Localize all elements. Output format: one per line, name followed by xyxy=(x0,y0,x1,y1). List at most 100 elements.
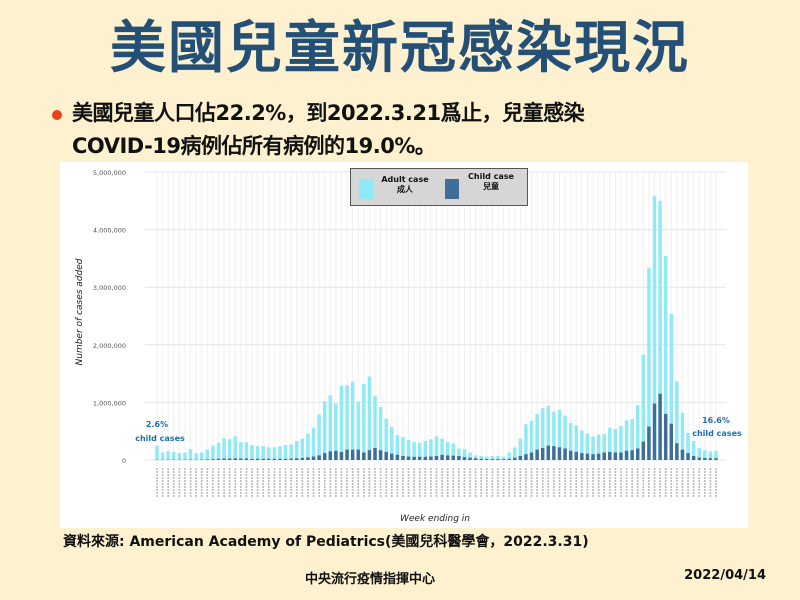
x-axis-title: Week ending in xyxy=(400,514,470,524)
bar-child-case xyxy=(451,455,456,460)
bar-adult-case xyxy=(423,440,428,460)
bar-child-case xyxy=(557,447,562,460)
bar-adult-case xyxy=(406,439,411,460)
bar-adult-case xyxy=(557,409,562,460)
bar-adult-case xyxy=(395,435,400,460)
bar-child-case xyxy=(507,458,511,460)
bar-child-case xyxy=(501,459,506,460)
bar-child-case xyxy=(295,458,299,460)
bar-adult-case xyxy=(563,415,567,460)
bar-adult-case xyxy=(647,268,651,460)
bar-adult-case xyxy=(378,407,383,460)
bar-adult-case xyxy=(401,436,405,460)
bar-child-case xyxy=(457,455,461,460)
bar-adult-case xyxy=(429,439,433,460)
bar-adult-case xyxy=(188,449,193,460)
bar-child-case xyxy=(468,457,472,460)
bar-adult-case xyxy=(261,446,265,460)
y-tick-label: 0 xyxy=(122,457,126,465)
bar-child-case xyxy=(406,456,411,460)
legend-label-child: Child case 兒童 xyxy=(461,172,521,192)
legend-child-zh: 兒童 xyxy=(483,182,499,191)
bar-adult-case xyxy=(160,452,165,460)
bar-adult-case xyxy=(697,447,701,460)
y-tick-label: 3,000,000 xyxy=(93,284,126,292)
bar-chart: 0 1,000,000 2,000,000 3,000,000 4,000,000 5,0… xyxy=(75,169,742,524)
bar-child-case xyxy=(658,393,662,460)
bar-adult-case xyxy=(714,450,718,460)
bar-child-case xyxy=(669,423,674,460)
bar-adult-case xyxy=(652,196,657,460)
bar-adult-case xyxy=(233,436,237,460)
bar-adult-case xyxy=(211,445,215,460)
bar-adult-case xyxy=(339,385,344,460)
bar-child-case xyxy=(250,458,254,460)
bar-adult-case xyxy=(300,438,305,460)
bar-adult-case xyxy=(194,453,198,460)
legend-child-en: Child case xyxy=(468,172,514,181)
bar-child-case xyxy=(485,459,489,460)
bar-child-case xyxy=(479,458,483,460)
bar-child-case xyxy=(652,403,657,460)
bar-child-case xyxy=(630,450,634,460)
bar-child-case xyxy=(334,450,338,460)
bar-child-case xyxy=(233,458,237,460)
bullet-text-line2: COVID-19病例佔所有病例的19.0%。 xyxy=(72,134,436,158)
bar-child-case xyxy=(373,447,377,460)
bar-child-case xyxy=(390,453,394,460)
bar-adult-case xyxy=(485,456,489,460)
bar-child-case xyxy=(636,448,640,460)
bar-child-case xyxy=(395,454,400,460)
bar-adult-case xyxy=(468,452,472,460)
bar-adult-case xyxy=(691,440,696,460)
bar-child-case xyxy=(703,457,707,460)
bar-child-case xyxy=(328,451,333,460)
bar-adult-case xyxy=(311,427,316,460)
bar-child-case xyxy=(367,450,372,460)
bar-child-case xyxy=(205,459,210,460)
annotation-end-pct: 16.6% xyxy=(702,416,730,425)
bar-child-case xyxy=(591,454,595,460)
bar-child-case xyxy=(574,451,578,460)
bar-child-case xyxy=(624,450,629,460)
bar-child-case xyxy=(552,446,556,460)
bar-child-case xyxy=(384,451,388,460)
bar-child-case xyxy=(339,451,344,460)
footer-date: 2022/04/14 xyxy=(684,568,766,583)
bar-adult-case xyxy=(473,455,478,460)
bar-adult-case xyxy=(658,200,662,461)
bar-adult-case xyxy=(434,436,439,460)
bar-child-case xyxy=(686,453,690,460)
bar-adult-case xyxy=(490,455,495,460)
bar-adult-case xyxy=(518,438,523,460)
bar-child-case xyxy=(378,450,383,460)
bar-adult-case xyxy=(373,396,377,460)
bar-adult-case xyxy=(199,452,204,460)
bar-adult-case xyxy=(322,401,327,460)
chart-panel: 0 1,000,000 2,000,000 3,000,000 4,000,000 5,0… xyxy=(60,162,748,528)
bar-child-case xyxy=(714,458,718,460)
bar-adult-case xyxy=(535,413,539,460)
bar-adult-case xyxy=(177,453,182,460)
bar-child-case xyxy=(568,450,573,460)
bar-child-case xyxy=(563,448,567,460)
annotation-start-pct: 2.6% xyxy=(146,420,168,429)
bar-adult-case xyxy=(334,403,338,460)
bar-adult-case xyxy=(440,438,444,460)
bullet-dot-icon xyxy=(52,110,62,120)
bar-child-case xyxy=(350,449,355,460)
bar-adult-case xyxy=(417,442,422,460)
bar-child-case xyxy=(496,459,500,460)
bar-child-case xyxy=(222,458,226,460)
bar-adult-case xyxy=(663,256,668,460)
bar-adult-case xyxy=(244,442,249,460)
legend-label-adult: Adult case 成人 xyxy=(375,175,435,195)
bar-adult-case xyxy=(278,446,282,460)
bar-child-case xyxy=(412,456,416,460)
bar-adult-case xyxy=(591,436,595,460)
bar-adult-case xyxy=(250,445,254,460)
bar-adult-case xyxy=(703,450,707,460)
bar-child-case xyxy=(608,451,612,460)
bar-child-case xyxy=(401,455,405,460)
bar-adult-case xyxy=(267,447,271,460)
